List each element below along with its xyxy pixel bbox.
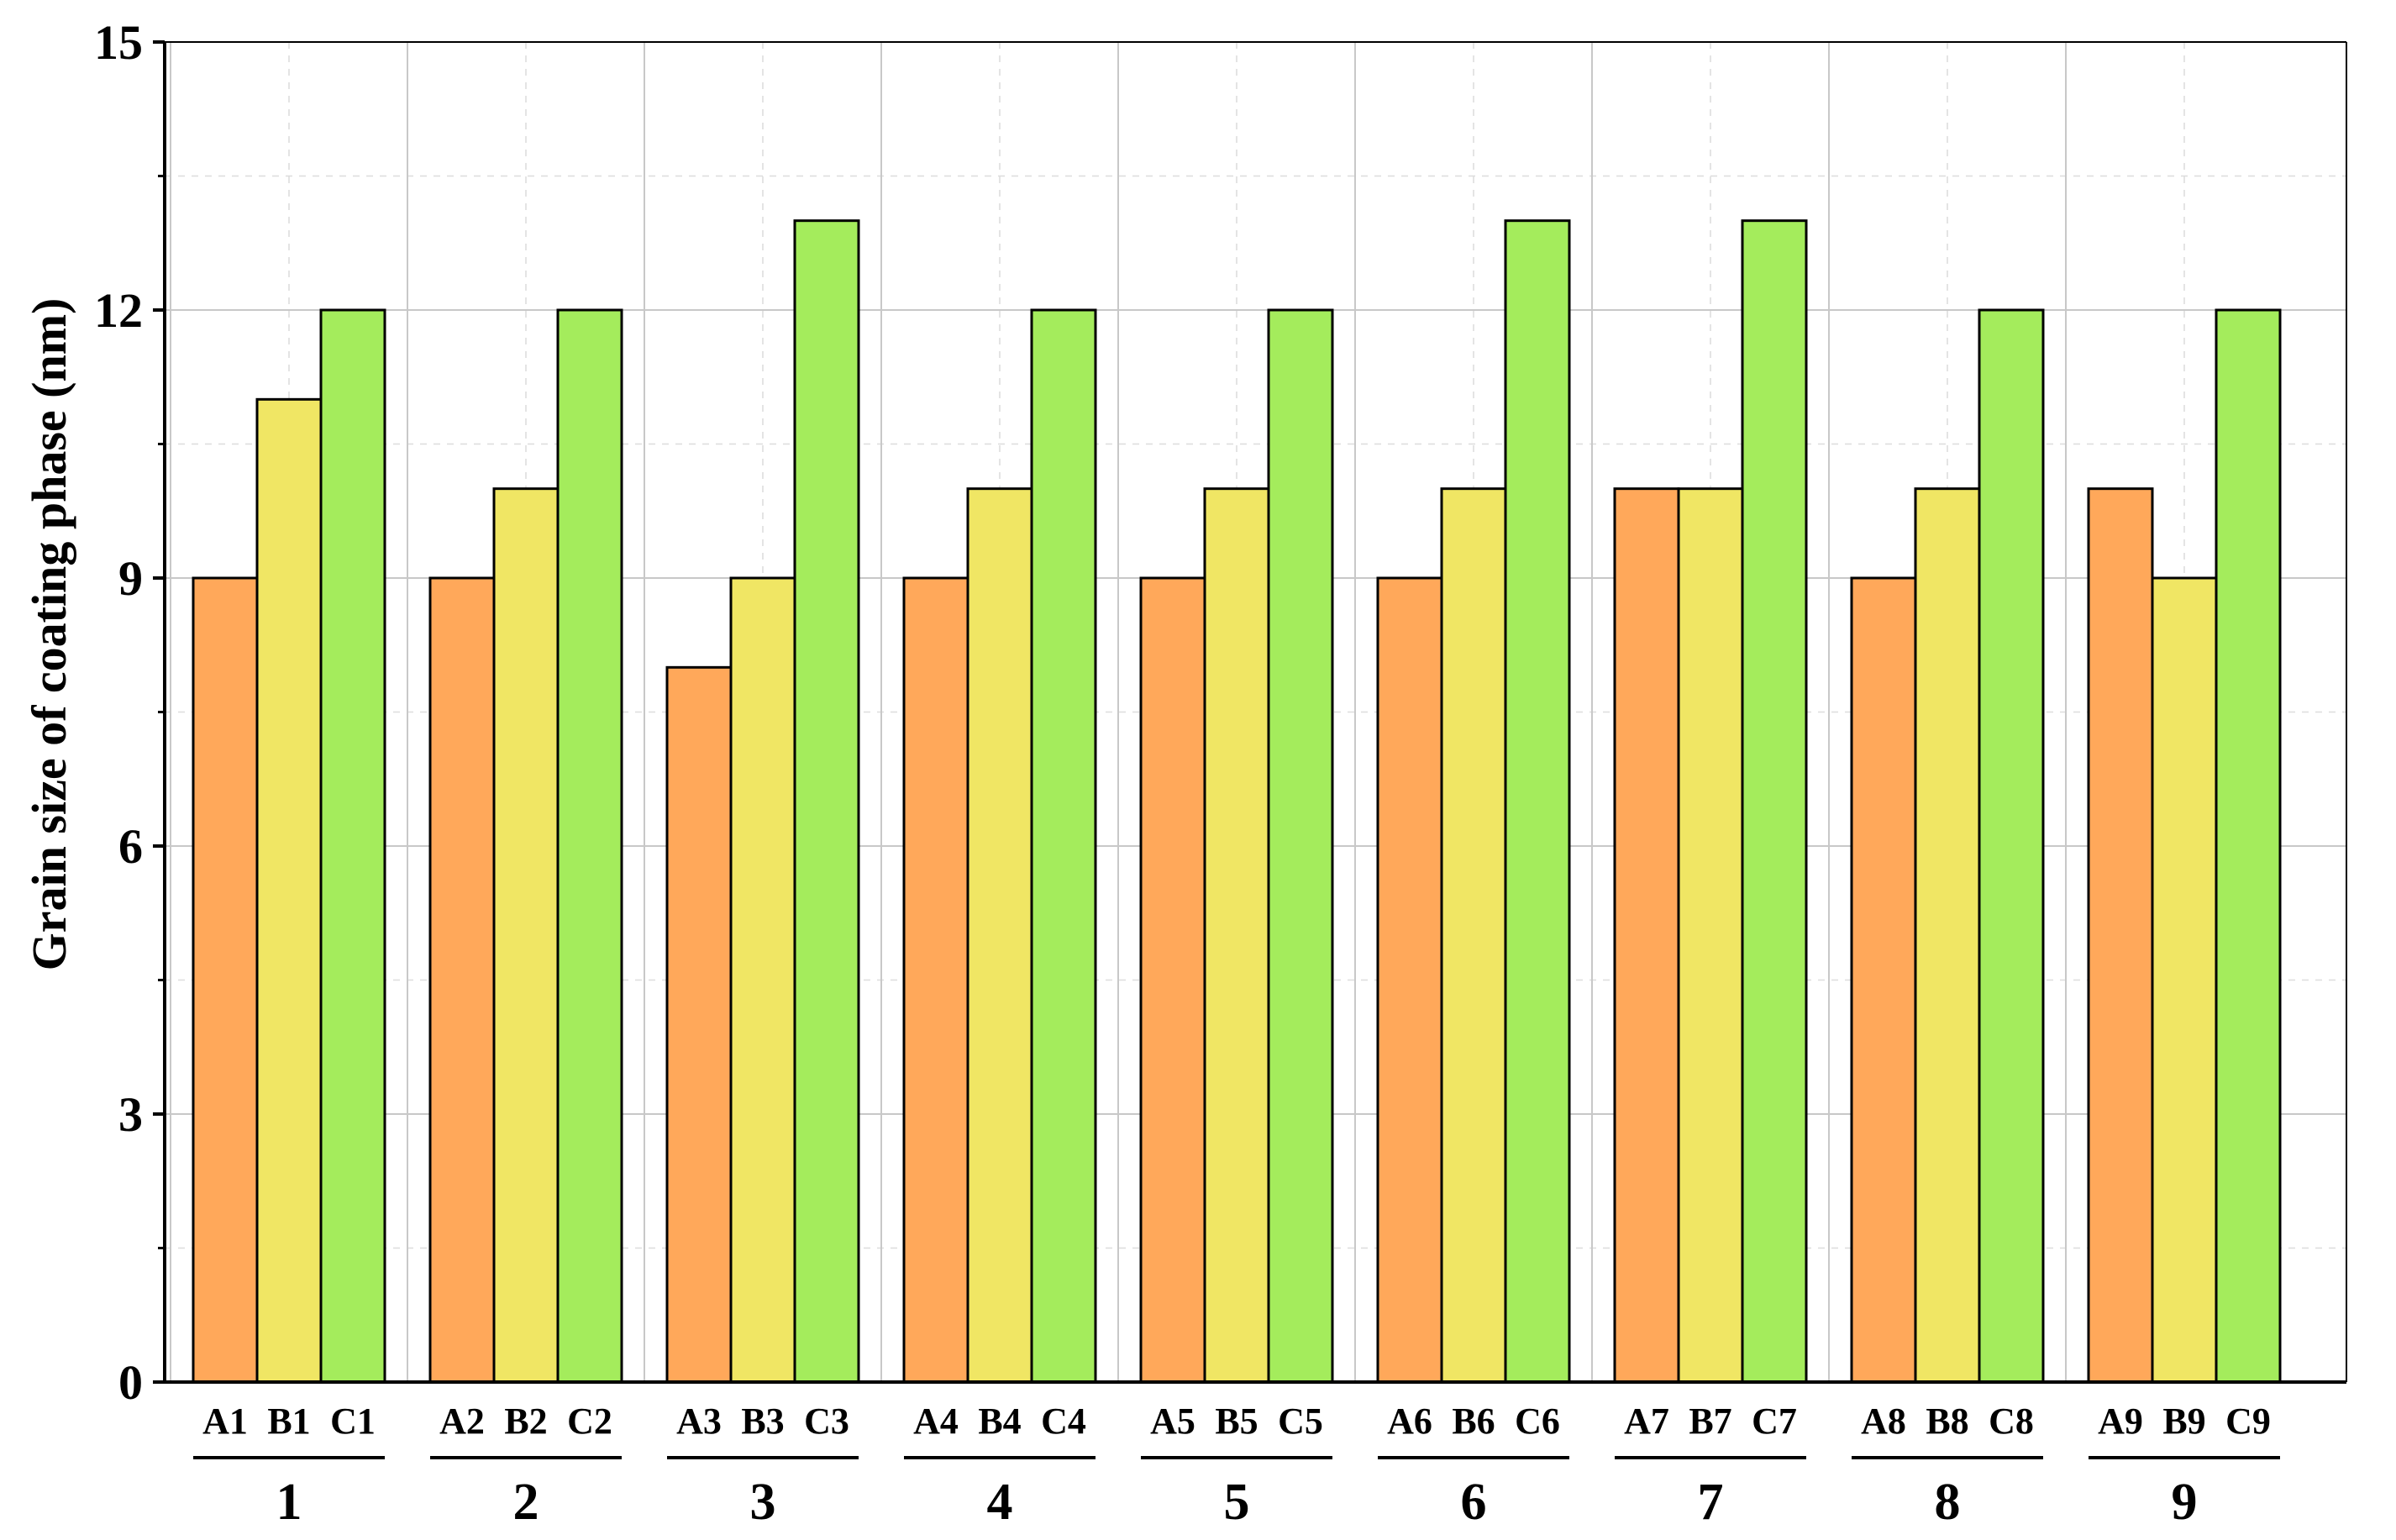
bar-a6 bbox=[1376, 576, 1443, 1384]
bar-b2 bbox=[492, 487, 560, 1384]
bar-label-a5: A5 bbox=[1150, 1401, 1195, 1442]
group-label-4: 4 bbox=[987, 1474, 1013, 1531]
bar-label-a9: A9 bbox=[2098, 1401, 2143, 1442]
bar-c8 bbox=[1978, 308, 2045, 1384]
bar-a8 bbox=[1850, 576, 1917, 1384]
bar-label-b2: B2 bbox=[504, 1401, 547, 1442]
group-label-7: 7 bbox=[1698, 1474, 1724, 1531]
bar-label-b8: B8 bbox=[1926, 1401, 1968, 1442]
bar-b4 bbox=[966, 487, 1033, 1384]
bar-a9 bbox=[2087, 487, 2154, 1384]
bar-label-b9: B9 bbox=[2162, 1401, 2205, 1442]
group-label-8: 8 bbox=[1935, 1474, 1961, 1531]
bar-label-b1: B1 bbox=[267, 1401, 310, 1442]
bar-label-c8: C8 bbox=[1989, 1401, 2034, 1442]
bar-b9 bbox=[2151, 576, 2218, 1384]
axes-layer bbox=[153, 40, 2347, 1384]
group-label-6: 6 bbox=[1461, 1474, 1487, 1531]
bar-label-b5: B5 bbox=[1215, 1401, 1258, 1442]
group-label-3: 3 bbox=[750, 1474, 776, 1531]
bar-c9 bbox=[2215, 308, 2282, 1384]
bar-label-a8: A8 bbox=[1861, 1401, 1906, 1442]
bar-label-b3: B3 bbox=[741, 1401, 784, 1442]
group-label-9: 9 bbox=[2172, 1474, 2198, 1531]
group-label-2: 2 bbox=[513, 1474, 539, 1531]
bar-a1 bbox=[192, 576, 259, 1384]
bars-layer bbox=[192, 219, 2282, 1384]
labels-layer: 0 3 6 9 12 15 A1 B1 C1 1 A2 B2 C2 2 A3 B3 C3 3 A4 B4 C4 4 A5 B5… bbox=[94, 15, 2280, 1531]
y-tick-label: 6 bbox=[118, 819, 143, 874]
group-label-5: 5 bbox=[1224, 1474, 1250, 1531]
bar-c7 bbox=[1741, 219, 1808, 1384]
bar-label-c1: C1 bbox=[330, 1401, 376, 1442]
y-tick-label: 3 bbox=[118, 1087, 143, 1142]
bar-b7 bbox=[1677, 487, 1744, 1384]
bar-label-a1: A1 bbox=[202, 1401, 248, 1442]
bar-a2 bbox=[428, 576, 496, 1384]
y-tick-label: 15 bbox=[94, 15, 143, 70]
y-tick-label: 9 bbox=[118, 551, 143, 606]
bar-label-b6: B6 bbox=[1452, 1401, 1495, 1442]
bar-a5 bbox=[1139, 576, 1206, 1384]
bar-c6 bbox=[1504, 219, 1571, 1384]
bar-c5 bbox=[1267, 308, 1334, 1384]
bar-label-c9: C9 bbox=[2225, 1401, 2271, 1442]
bar-label-c2: C2 bbox=[567, 1401, 612, 1442]
bar-c2 bbox=[556, 308, 623, 1384]
bar-label-a3: A3 bbox=[676, 1401, 722, 1442]
group-label-1: 1 bbox=[276, 1474, 302, 1531]
bar-b5 bbox=[1203, 487, 1270, 1384]
bar-a4 bbox=[902, 576, 969, 1384]
bar-label-b7: B7 bbox=[1689, 1401, 1731, 1442]
bar-a3 bbox=[665, 665, 733, 1384]
bar-label-a7: A7 bbox=[1624, 1401, 1669, 1442]
bar-label-b4: B4 bbox=[978, 1401, 1021, 1442]
bar-label-a4: A4 bbox=[913, 1401, 959, 1442]
bar-c3 bbox=[793, 219, 860, 1384]
y-axis-title: Grain size of coating phase (nm) bbox=[22, 298, 76, 971]
bar-c4 bbox=[1030, 308, 1097, 1384]
bar-b3 bbox=[729, 576, 796, 1384]
bar-label-a2: A2 bbox=[439, 1401, 485, 1442]
y-tick-label: 12 bbox=[94, 283, 143, 338]
bar-c1 bbox=[319, 308, 386, 1384]
bar-label-c3: C3 bbox=[804, 1401, 849, 1442]
bar-label-c4: C4 bbox=[1041, 1401, 1086, 1442]
bar-b8 bbox=[1914, 487, 1981, 1384]
bar-label-c7: C7 bbox=[1752, 1401, 1797, 1442]
bar-b6 bbox=[1440, 487, 1507, 1384]
bar-a7 bbox=[1613, 487, 1680, 1384]
bar-label-c6: C6 bbox=[1515, 1401, 1560, 1442]
bar-label-a6: A6 bbox=[1387, 1401, 1432, 1442]
bar-b1 bbox=[255, 397, 323, 1384]
bar-label-c5: C5 bbox=[1278, 1401, 1323, 1442]
y-tick-label: 0 bbox=[118, 1355, 143, 1410]
